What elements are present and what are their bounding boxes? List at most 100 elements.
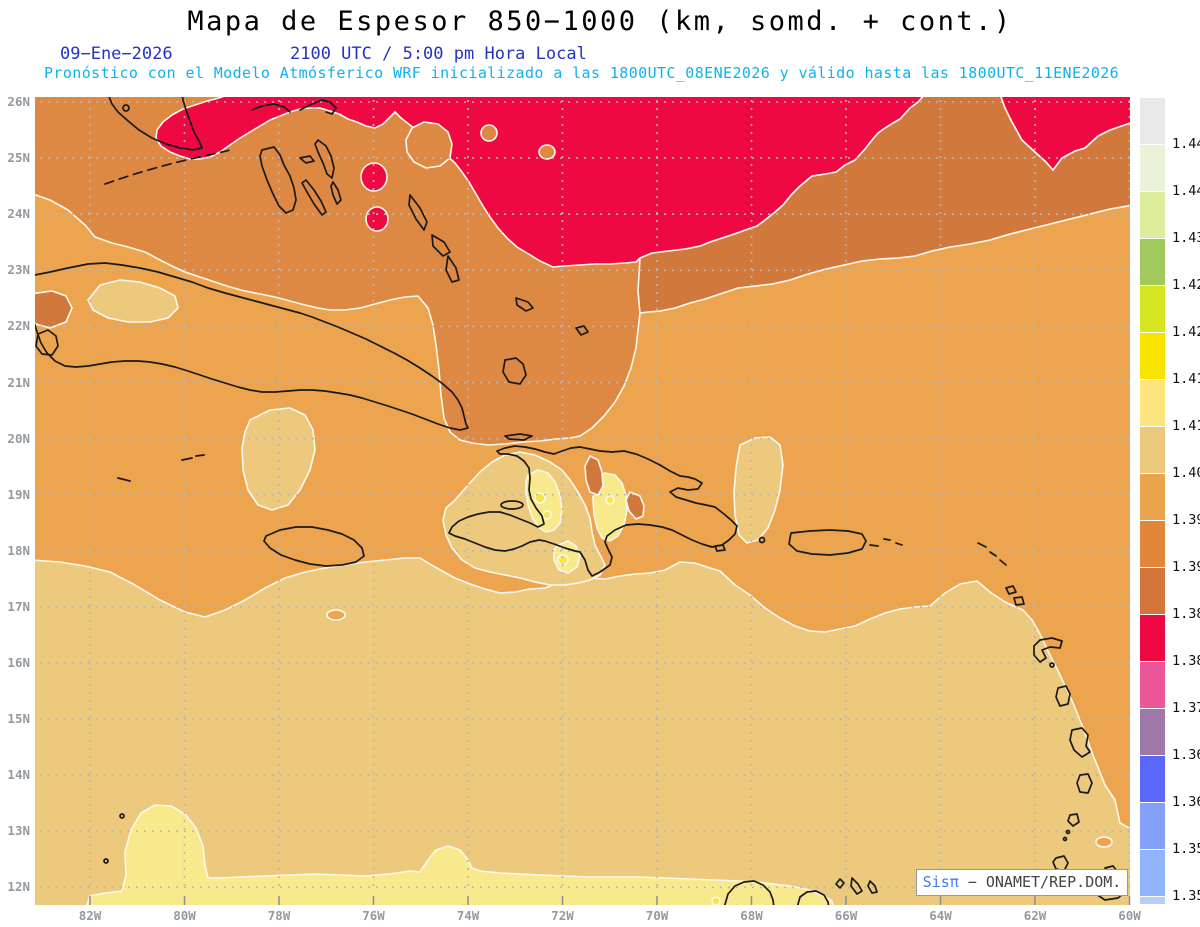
colorbar-cell-16: [1140, 850, 1165, 897]
colorbar-cell-9: [1140, 521, 1165, 568]
colorbar-label-1.398: 1.398: [1172, 512, 1200, 528]
region-tan-ne-dr: [733, 436, 784, 544]
coastline-aruba: [835, 878, 845, 889]
colorbar-label-1.374: 1.374: [1172, 700, 1200, 716]
lon-label-64W: 64W: [929, 908, 952, 923]
colorbar-label-1.41: 1.41: [1172, 418, 1200, 434]
colorbar-cell-15: [1140, 803, 1165, 850]
region-red-northeast: [1000, 97, 1130, 171]
lake-okeechobee: [122, 104, 130, 112]
region-bright-yellow-3: [605, 495, 615, 505]
lat-label-13N: 13N: [7, 823, 30, 839]
lat-label-21N: 21N: [7, 374, 30, 390]
coastline-guadeloupe: [1033, 637, 1063, 663]
coastline-paraguana: [796, 890, 830, 905]
lon-label-68W: 68W: [740, 908, 763, 923]
colorbar-label-1.38: 1.38: [1172, 653, 1200, 669]
lat-label-23N: 23N: [7, 262, 30, 278]
colorbar-cell-7: [1140, 427, 1165, 474]
coastline-barbuda-antigua: [1005, 585, 1025, 606]
valid-date: 09−Ene−2026: [60, 44, 173, 64]
coastline-san-andres: [103, 858, 109, 864]
lat-label-22N: 22N: [7, 318, 30, 334]
forecast-description: Pronóstico con el Modelo Atmósferico WRF…: [44, 64, 1120, 82]
coastline-grand-bahama: [251, 103, 291, 113]
coastline-saona: [714, 544, 726, 552]
coastline-mayaguana: [515, 297, 534, 312]
region-pale-yellow-south-strip: [85, 804, 834, 905]
coastline-virgin-islands: [869, 538, 903, 547]
colorbar-label-1.392: 1.392: [1172, 559, 1200, 575]
colorbar-label-1.35: 1.35: [1172, 888, 1200, 904]
lon-label-78W: 78W: [267, 908, 291, 923]
lon-label-66W: 66W: [834, 908, 858, 923]
coastline-florida-keys: [104, 149, 230, 185]
coastline-acklins: [445, 255, 460, 283]
region-tan-ne-of-jamaica: [241, 407, 316, 511]
coastline-eleuthera: [314, 139, 335, 179]
attribution-org: − ONAMET/REP.DOM.: [958, 873, 1122, 891]
lon-label-70W: 70W: [645, 908, 669, 923]
lon-label-60W: 60W: [1118, 908, 1141, 923]
lat-label-16N: 16N: [7, 655, 30, 670]
lat-label-12N: 12N: [7, 879, 30, 895]
region-orange-spot-1: [480, 124, 498, 142]
coastline-cuba: [35, 262, 469, 431]
lat-label-26N: 26N: [7, 94, 30, 109]
coastline-exuma: [301, 179, 327, 216]
lat-label-17N: 17N: [7, 598, 30, 614]
coastline-providencia: [119, 813, 125, 819]
region-bright-yellow-2: [542, 510, 552, 520]
lat-label-14N: 14N: [7, 767, 30, 783]
coastline-cat-island: [330, 181, 342, 205]
colorbar-cell-4: [1140, 286, 1165, 333]
lon-label-76W: 76W: [362, 908, 385, 923]
coastline-florida: [108, 97, 203, 151]
coastline-crooked-island: [431, 234, 451, 257]
region-dark-orange-dr-coast-1: [584, 455, 604, 496]
coastline-caymans: [117, 454, 205, 482]
coastline-gonave: [500, 500, 524, 510]
coastline-st-vincent: [1067, 813, 1080, 827]
coastline-mona: [758, 536, 766, 544]
coastline-st-lucia: [1076, 773, 1093, 794]
region-dark-orange-west-patch: [35, 290, 73, 329]
lon-label-72W: 72W: [551, 908, 574, 923]
lon-label-62W: 62W: [1023, 908, 1047, 923]
region-tan-cuba-interior: [87, 279, 179, 323]
longitude-ticks: [89, 896, 1131, 905]
colorbar-label-1.404: 1.404: [1172, 465, 1200, 481]
region-bright-yellow-5: [711, 896, 721, 905]
lat-label-20N: 20N: [7, 430, 30, 446]
lat-label-25N: 25N: [7, 150, 30, 166]
colorbar-cell-10: [1140, 568, 1165, 615]
region-dark-orange-dr-coast-2: [625, 491, 645, 520]
colorbar-label-1.422: 1.422: [1172, 324, 1200, 340]
colorbar-label-1.44: 1.44: [1172, 183, 1200, 199]
colorbar-cell-3: [1140, 239, 1165, 286]
page-title: Mapa de Espesor 850−1000 (km, somd. + co…: [187, 6, 1013, 37]
colorbar-label-1.446: 1.446: [1172, 136, 1200, 152]
colorbar-label-1.434: 1.434: [1172, 230, 1200, 246]
coastline-hispaniola: [448, 445, 738, 577]
attribution-brand: Sisπ: [922, 873, 959, 891]
colorbar-label-1.368: 1.368: [1172, 747, 1200, 763]
coastline-curacao: [850, 877, 863, 895]
coastline-jamaica: [263, 526, 365, 567]
coastline-marie-galante: [1049, 662, 1055, 668]
region-light-orange-spot-1: [326, 609, 346, 621]
colorbar-cell-11: [1140, 615, 1165, 662]
attribution-box: Sisπ − ONAMET/REP.DOM.: [916, 869, 1128, 896]
coastline-dominica: [1055, 685, 1071, 707]
region-orange-spot-2: [538, 144, 556, 160]
colorbar-cell-8: [1140, 474, 1165, 521]
coastline-martinique: [1069, 727, 1091, 758]
region-red-blob-2: [365, 206, 389, 232]
coastline-bonaire: [867, 880, 878, 894]
colorbar-cell-1: [1140, 145, 1165, 192]
coastline-new-providence: [299, 155, 315, 164]
coastline-guajira: [723, 880, 775, 905]
region-orange-island-in-red: [405, 121, 453, 169]
coastline-anguilla-stkitts: [977, 542, 1007, 566]
